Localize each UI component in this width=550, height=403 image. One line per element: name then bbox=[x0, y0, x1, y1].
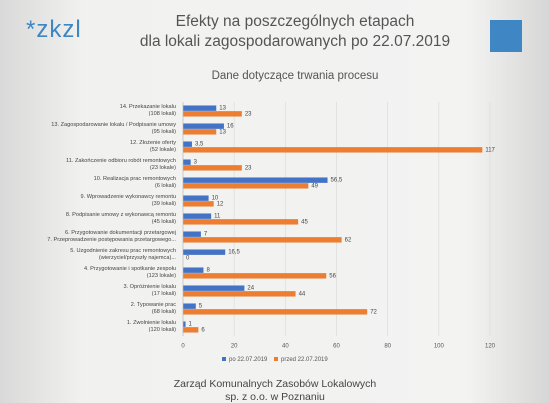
value-label: 49 bbox=[311, 183, 318, 189]
legend-swatch bbox=[274, 357, 278, 361]
value-label: 117 bbox=[485, 147, 495, 153]
value-label: 56 bbox=[329, 273, 336, 279]
value-label: 0 bbox=[186, 255, 190, 261]
chart-subtitle: Dane dotyczące trwania procesu bbox=[211, 70, 379, 82]
value-label: 12 bbox=[217, 201, 224, 207]
bar bbox=[183, 213, 212, 219]
x-tick-label: 60 bbox=[333, 344, 340, 350]
bar bbox=[183, 147, 483, 153]
value-label: 16 bbox=[227, 124, 234, 130]
accent-square bbox=[490, 20, 522, 52]
y-tick-label: 12. Złożenie oferty (52 lokale) bbox=[129, 140, 176, 153]
bar bbox=[183, 285, 245, 291]
value-label: 24 bbox=[247, 286, 254, 292]
x-tick-label: 120 bbox=[485, 344, 496, 350]
bar bbox=[183, 303, 196, 309]
legend-label: przed 22.07.2019 bbox=[281, 357, 328, 363]
value-label: 7 bbox=[204, 232, 208, 238]
value-label: 13 bbox=[219, 129, 226, 135]
x-tick-label: 40 bbox=[282, 344, 289, 350]
bar bbox=[183, 123, 224, 129]
bar bbox=[183, 105, 217, 111]
y-tick-label: 11. Zakończenie odbioru robót remontowyc… bbox=[66, 158, 176, 171]
bar bbox=[183, 321, 186, 327]
bar bbox=[183, 249, 226, 255]
bar bbox=[183, 183, 309, 189]
y-tick-label: 6. Przygotowanie dokumentacji przetargow… bbox=[47, 230, 176, 243]
value-label: 11 bbox=[214, 214, 221, 220]
bar bbox=[183, 201, 214, 207]
value-label: 1 bbox=[189, 322, 193, 328]
y-tick-label: 4. Przygotowanie i spotkanie zespołu (12… bbox=[83, 266, 176, 279]
bar bbox=[183, 111, 242, 117]
y-tick-label: 10. Realizacja prac remontowych (6 lokal… bbox=[93, 176, 176, 189]
value-label: 3 bbox=[194, 160, 198, 166]
chart-title: Efekty na poszczególnych etapach dla lok… bbox=[139, 13, 451, 50]
value-label: 56,5 bbox=[331, 178, 343, 184]
bar bbox=[183, 327, 199, 333]
value-label: 8 bbox=[206, 268, 210, 274]
value-label: 10 bbox=[212, 196, 219, 202]
bar bbox=[183, 141, 192, 147]
y-tick-label: 14. Przekazanie lokalu (108 lokali) bbox=[119, 104, 176, 117]
bar bbox=[183, 165, 242, 171]
legend-label: po 22.07.2019 bbox=[229, 357, 268, 363]
x-tick-label: 20 bbox=[231, 344, 238, 350]
value-label: 5 bbox=[199, 304, 203, 310]
bar bbox=[183, 291, 296, 297]
bar bbox=[183, 195, 209, 201]
bar bbox=[183, 177, 328, 183]
x-tick-label: 80 bbox=[384, 344, 391, 350]
value-label: 44 bbox=[299, 291, 306, 297]
bar bbox=[183, 267, 204, 273]
bar bbox=[183, 129, 217, 135]
value-label: 13 bbox=[219, 106, 226, 112]
value-label: 16,5 bbox=[228, 250, 240, 256]
x-tick-label: 100 bbox=[434, 344, 445, 350]
y-tick-label: 13. Zagospodarowanie lokalu / Podpisanie… bbox=[51, 122, 176, 135]
value-label: 3,5 bbox=[195, 142, 204, 148]
legend-swatch bbox=[222, 357, 226, 361]
value-label: 6 bbox=[201, 327, 205, 333]
bar bbox=[183, 237, 342, 243]
value-label: 23 bbox=[245, 165, 252, 171]
y-tick-label: 9. Wprowadzenie wykonawcy remontu (39 lo… bbox=[80, 194, 176, 207]
value-label: 45 bbox=[301, 219, 308, 225]
bar bbox=[183, 231, 201, 237]
bar bbox=[183, 219, 299, 225]
logo: *zkzl bbox=[26, 16, 82, 43]
x-tick-label: 0 bbox=[181, 344, 185, 350]
value-label: 62 bbox=[345, 237, 352, 243]
value-label: 72 bbox=[370, 309, 377, 315]
value-label: 23 bbox=[245, 111, 252, 117]
y-tick-label: 2. Typowanie prac (68 lokali) bbox=[130, 302, 176, 315]
bar bbox=[183, 159, 191, 165]
y-tick-label: 3. Opróżnienie lokalu (17 lokali) bbox=[123, 284, 176, 297]
footer: Zarząd Komunalnych Zasobów Lokalowych bbox=[173, 378, 377, 390]
y-tick-label: 8. Podpisanie umowy z wykonawcą remontu … bbox=[65, 212, 176, 225]
bar bbox=[183, 309, 368, 315]
bar bbox=[183, 273, 327, 279]
y-tick-label: 1. Zwolnienie lokalu (120 lokali) bbox=[126, 320, 176, 333]
y-tick-label: 5. Uzgodnienie zakresu prac remontowych … bbox=[70, 248, 176, 261]
